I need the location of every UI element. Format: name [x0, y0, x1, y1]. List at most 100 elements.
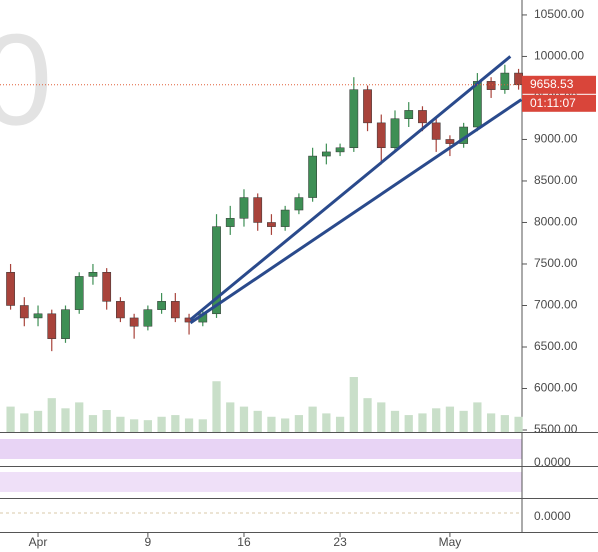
candle-body — [253, 197, 263, 223]
volume-bar — [432, 408, 441, 432]
candle-body — [486, 81, 496, 90]
trendline — [189, 55, 512, 321]
candle-body — [47, 313, 57, 339]
volume-bar — [198, 419, 207, 432]
volume-bar — [33, 410, 43, 432]
volume-bar — [253, 410, 262, 432]
y-tick-label: 6000.00 — [534, 381, 578, 395]
y-tick-label: 9000.00 — [534, 132, 578, 146]
y-tick-label: 7500.00 — [534, 256, 578, 270]
watermark: 0 — [0, 6, 52, 152]
volume-bar — [514, 416, 523, 432]
volume-bar — [281, 418, 290, 432]
trendline — [189, 98, 523, 325]
x-tick-label: 9 — [145, 535, 152, 549]
candle-body — [500, 72, 510, 90]
volume-bar — [418, 413, 427, 432]
candle-body — [514, 72, 523, 86]
volume-bar — [157, 416, 166, 432]
y-tick-label: 8000.00 — [534, 215, 578, 229]
volume-bar — [322, 413, 331, 432]
candle-body — [33, 313, 43, 319]
candle-body — [6, 272, 15, 306]
y-tick-label: 5500.00 — [534, 422, 578, 436]
candle-body — [445, 139, 455, 144]
y-tick-label: 6500.00 — [534, 339, 578, 353]
last-price-label: 9658.53 — [530, 77, 574, 91]
volume-bar — [20, 413, 29, 432]
candle-body — [19, 305, 29, 319]
volume-bar — [6, 406, 15, 432]
volume-bar — [61, 408, 70, 432]
osc-label: 0.0000 — [534, 455, 571, 469]
candle-body — [170, 301, 180, 319]
volume-bar — [377, 402, 386, 432]
candle-body — [102, 272, 112, 302]
candle-body — [321, 151, 331, 157]
volume-bar — [335, 416, 345, 432]
osc-label: 0.0000 — [534, 509, 571, 523]
candle-body — [404, 110, 414, 119]
x-tick-label: Apr — [29, 535, 48, 549]
candle-body — [418, 110, 427, 124]
volume-bar — [363, 398, 372, 432]
volume-bar — [75, 402, 84, 432]
volume-bar — [143, 420, 152, 432]
volume-bar — [473, 402, 482, 432]
stoch-band — [0, 439, 522, 459]
candle-body — [280, 209, 290, 227]
volume-bar — [308, 406, 317, 432]
volume-bar — [116, 416, 125, 432]
candle-body — [212, 226, 221, 315]
countdown-box — [522, 94, 596, 112]
candle-body — [349, 89, 359, 149]
candle-body — [308, 155, 317, 198]
candle-body — [294, 197, 304, 211]
volume-bar — [184, 418, 194, 432]
volume-bar — [486, 413, 496, 432]
candle-body — [88, 272, 98, 277]
volume-bar — [102, 410, 111, 432]
volume-bar — [445, 406, 455, 432]
candle-body — [129, 317, 139, 327]
volume-bar — [404, 415, 413, 432]
volume-bar — [239, 406, 249, 432]
candle-body — [157, 301, 166, 310]
candle-body — [116, 301, 125, 319]
candle-body — [74, 276, 84, 310]
y-tick-label: 8500.00 — [534, 173, 578, 187]
x-tick-label: May — [439, 535, 462, 549]
candle-body — [376, 122, 386, 149]
y-tick-label: 10500.00 — [534, 7, 584, 21]
candle-body — [335, 147, 345, 153]
candle-body — [239, 197, 249, 219]
volume-bar — [130, 419, 139, 432]
volume-bar — [459, 410, 468, 432]
volume-bar — [500, 415, 509, 432]
volume-bar — [294, 415, 304, 432]
volume-bar — [171, 415, 180, 432]
volume-bar — [226, 402, 235, 432]
volume-bar — [267, 416, 276, 432]
x-tick-label: 23 — [333, 535, 347, 549]
candle-body — [390, 118, 400, 149]
volume-bar — [88, 415, 98, 432]
candle-body — [61, 309, 70, 339]
volume-bar — [349, 377, 358, 432]
countdown-label: 01:11:07 — [530, 96, 576, 110]
candle-body — [225, 218, 235, 227]
rsi-band — [0, 472, 522, 492]
y-tick-label: 7000.00 — [534, 298, 578, 312]
candle-body — [143, 309, 153, 327]
candle-body — [473, 81, 482, 128]
y-tick-label: 10000.00 — [534, 49, 584, 63]
candle-body — [363, 89, 372, 124]
candle-body — [431, 122, 441, 140]
volume-bar — [212, 381, 221, 432]
last-price-box — [522, 75, 596, 94]
volume-bar — [390, 410, 400, 432]
candle-body — [267, 222, 276, 227]
volume-bar — [47, 398, 56, 432]
